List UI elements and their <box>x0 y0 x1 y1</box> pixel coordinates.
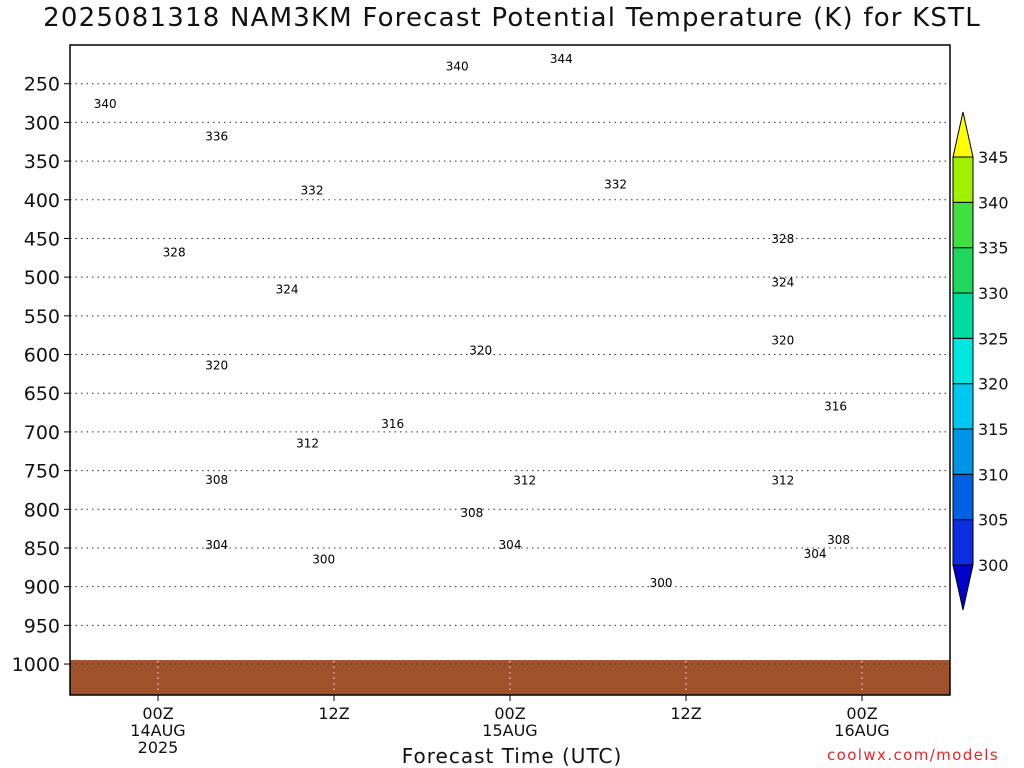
y-tick-label: 850 <box>24 538 60 560</box>
colorbar-label: 345 <box>978 148 1009 167</box>
colorbar-swatch <box>952 519 974 566</box>
contour-label: 320 <box>205 358 228 372</box>
colorbar-swatch <box>952 383 974 430</box>
contour-label: 312 <box>771 474 794 488</box>
colorbar-label: 300 <box>978 556 1009 575</box>
contour-label: 344 <box>550 52 573 66</box>
contour-label: 308 <box>205 473 228 487</box>
contour-label: 320 <box>469 344 492 358</box>
contour-label: 332 <box>301 183 324 197</box>
x-tick-label: 16AUG <box>834 721 889 740</box>
x-tick-label: 00Z <box>142 704 173 723</box>
colorbar-swatch <box>952 156 974 203</box>
contour-label: 324 <box>276 283 299 297</box>
colorbar-label: 305 <box>978 511 1009 530</box>
x-axis-label: Forecast Time (UTC) <box>401 744 623 768</box>
grid-lines <box>70 45 950 695</box>
contour-label: 300 <box>312 553 335 567</box>
contour-label: 340 <box>446 60 469 74</box>
y-tick-label: 350 <box>24 151 60 173</box>
colorbar-max-arrow <box>952 111 974 158</box>
pressure-axis: 250 300 350 400 450 500 550 600 650 700 750 800 850 9… <box>12 74 70 676</box>
contour-labels: 344 340 340 336 332 332 328 328 324 324 320 320 320 3… <box>94 52 850 590</box>
y-tick-label: 1000 <box>12 654 60 676</box>
colorbar-label: 310 <box>978 465 1009 484</box>
contour-label: 312 <box>296 437 319 451</box>
colorbar-swatch <box>952 428 974 475</box>
colorbar-label: 315 <box>978 420 1009 439</box>
colorbar-swatch <box>952 473 974 521</box>
y-tick-label: 700 <box>24 422 60 444</box>
x-tick-label: 00Z <box>494 704 525 723</box>
colorbar-swatch <box>952 201 974 249</box>
y-tick-label: 500 <box>24 267 60 289</box>
contour-label: 328 <box>163 245 186 259</box>
y-tick-label: 300 <box>24 112 60 134</box>
contour-label: 340 <box>94 97 117 111</box>
contour-label: 316 <box>824 399 847 413</box>
source-credit[interactable]: coolwx.com/models <box>827 746 1000 764</box>
x-tick-label: 00Z <box>846 704 877 723</box>
colorbar-label: 330 <box>978 284 1009 303</box>
x-tick-label: 15AUG <box>482 721 537 740</box>
y-tick-label: 750 <box>24 461 60 483</box>
contour-label: 304 <box>205 538 228 552</box>
x-tick-label: 12Z <box>670 704 701 723</box>
y-tick-label: 450 <box>24 228 60 250</box>
y-tick-label: 800 <box>24 499 60 521</box>
contour-label: 304 <box>499 538 522 552</box>
contour-label: 300 <box>650 576 673 590</box>
contour-label: 328 <box>771 232 794 246</box>
colorbar-label: 320 <box>978 375 1009 394</box>
colorbar-label: 325 <box>978 329 1009 348</box>
x-tick-label: 2025 <box>138 738 179 757</box>
x-tick-label: 12Z <box>318 704 349 723</box>
colorbar-swatch <box>952 247 974 294</box>
contour-label: 312 <box>513 474 536 488</box>
x-tick-label: 14AUG <box>130 721 185 740</box>
colorbar-min-arrow <box>952 564 974 611</box>
contour-label: 308 <box>460 506 483 520</box>
colorbar-swatch <box>952 337 974 385</box>
contour-label: 332 <box>604 177 627 191</box>
colorbar: 300 305 310 315 320 325 330 335 340 345 <box>952 111 1009 611</box>
y-tick-label: 250 <box>24 74 60 96</box>
y-tick-label: 950 <box>24 615 60 637</box>
y-tick-label: 400 <box>24 190 60 212</box>
contour-label: 308 <box>827 533 850 547</box>
y-tick-label: 650 <box>24 383 60 405</box>
colorbar-label: 335 <box>978 239 1009 258</box>
y-tick-label: 900 <box>24 577 60 599</box>
contour-label: 316 <box>381 417 404 431</box>
contour-label: 336 <box>205 129 228 143</box>
contour-label: 304 <box>804 547 827 561</box>
y-tick-label: 600 <box>24 345 60 367</box>
colorbar-label: 340 <box>978 193 1009 212</box>
contour-label: 320 <box>771 334 794 348</box>
contour-label: 324 <box>771 276 794 290</box>
chart-title: 2025081318 NAM3KM Forecast Potential Tem… <box>43 3 981 33</box>
y-tick-label: 550 <box>24 306 60 328</box>
colorbar-swatch <box>952 292 974 339</box>
